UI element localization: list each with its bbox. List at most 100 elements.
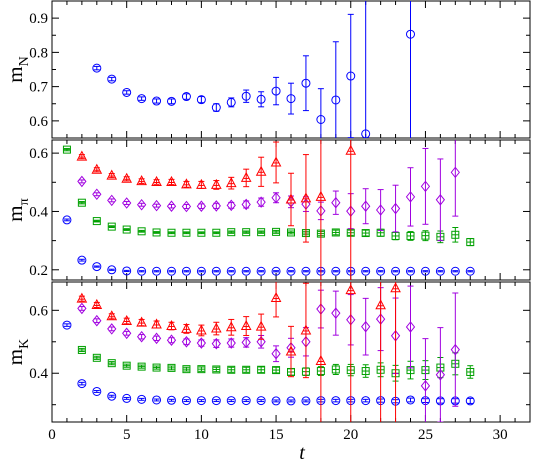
y-axis-label: mK — [3, 339, 32, 365]
x-tick-label: 0 — [48, 427, 56, 443]
data-point-triangle — [196, 178, 207, 189]
data-point-circle — [331, 266, 341, 276]
data-point-circle — [77, 255, 87, 265]
data-point-triangle — [166, 319, 177, 331]
data-point-diamond — [271, 347, 281, 360]
data-layer — [62, 282, 475, 422]
data-point-circle — [465, 396, 475, 406]
y-axis-label-main: m — [3, 349, 27, 365]
x-axis-label: t — [299, 442, 305, 460]
data-point-diamond — [241, 336, 251, 349]
y-axis-label-sub: K — [17, 339, 32, 349]
data-point-triangle — [255, 165, 267, 176]
data-point-triangle — [240, 319, 252, 331]
data-point-diamond — [196, 337, 207, 349]
x-tick-label: 5 — [123, 427, 131, 443]
data-point-triangle — [390, 282, 401, 293]
data-point-circle — [271, 396, 281, 406]
data-point-diamond — [450, 166, 460, 179]
data-point-triangle — [225, 321, 237, 332]
data-point-diamond — [122, 197, 132, 209]
data-point-circle — [211, 266, 221, 276]
panel-mpi: 0.2 0.4 0.6 mπ — [3, 139, 531, 281]
x-tick-label: 30 — [493, 427, 508, 443]
data-point-circle — [167, 395, 176, 405]
y-tick-label: 0.6 — [29, 146, 48, 162]
data-point-triangle — [270, 291, 282, 303]
data-point-circle — [331, 95, 341, 105]
series-blue-circle — [92, 1, 415, 138]
series-green-square — [62, 145, 475, 247]
data-point-triangle — [315, 354, 327, 365]
data-point-diamond — [211, 337, 221, 350]
data-point-diamond — [151, 199, 162, 212]
data-point-circle — [181, 92, 191, 102]
data-point-circle — [361, 396, 371, 406]
data-point-circle — [122, 87, 132, 97]
data-point-diamond — [405, 321, 416, 333]
data-point-diamond — [226, 337, 236, 349]
data-point-circle — [181, 396, 191, 406]
data-point-circle — [137, 266, 147, 276]
data-point-diamond — [226, 199, 236, 212]
x-tick-label: 25 — [418, 427, 433, 443]
data-point-triangle — [315, 190, 327, 201]
y-tick-label: 0.9 — [29, 11, 48, 27]
x-tick-label: 15 — [269, 427, 284, 443]
data-point-circle — [196, 266, 206, 276]
y-axis-label-main: m — [3, 66, 27, 82]
data-point-diamond — [435, 369, 446, 381]
data-point-circle — [62, 320, 72, 330]
data-point-circle — [122, 393, 132, 403]
data-point-circle — [256, 396, 266, 406]
data-point-triangle — [225, 177, 237, 188]
data-point-diamond — [241, 198, 251, 211]
data-point-circle — [301, 266, 311, 276]
data-point-circle — [256, 94, 266, 104]
data-point-circle — [92, 386, 102, 396]
data-point-diamond — [420, 380, 431, 392]
data-point-circle — [226, 97, 236, 107]
data-point-diamond — [107, 194, 117, 207]
y-axis-label-sub: π — [17, 198, 32, 205]
y-tick-label: 0.7 — [29, 80, 48, 96]
data-point-diamond — [136, 198, 147, 211]
data-point-circle — [167, 96, 176, 106]
data-point-triangle — [151, 175, 162, 186]
y-axis-label: mN — [3, 56, 32, 82]
data-point-circle — [420, 266, 430, 276]
data-point-circle — [286, 266, 296, 276]
data-point-diamond — [420, 180, 431, 193]
data-point-circle — [77, 379, 87, 389]
data-point-circle — [107, 391, 117, 401]
data-point-triangle — [240, 171, 252, 182]
data-point-triangle — [151, 318, 162, 329]
data-point-triangle — [210, 322, 222, 333]
data-point-diamond — [181, 335, 192, 348]
series-blue-circle — [62, 320, 475, 406]
data-point-diamond — [181, 200, 192, 213]
data-point-circle — [241, 91, 251, 101]
data-point-circle — [211, 396, 221, 406]
data-point-circle — [211, 103, 221, 113]
data-point-triangle — [300, 192, 312, 203]
data-point-circle — [107, 74, 117, 84]
data-point-circle — [391, 266, 401, 276]
data-point-diamond — [331, 307, 341, 319]
data-point-diamond — [136, 330, 147, 343]
data-point-circle — [152, 395, 162, 405]
data-point-circle — [286, 94, 296, 104]
x-tick-label: 20 — [343, 427, 358, 443]
data-point-triangle — [181, 178, 192, 189]
data-point-circle — [465, 266, 475, 276]
y-axis-label: mπ — [3, 198, 32, 221]
data-point-circle — [107, 265, 117, 275]
data-point-diamond — [166, 334, 177, 347]
data-point-diamond — [211, 200, 221, 212]
data-point-circle — [241, 266, 251, 276]
y-tick-label: 0.6 — [29, 114, 48, 130]
data-point-circle — [450, 266, 460, 276]
data-point-triangle — [345, 284, 357, 295]
data-point-circle — [331, 396, 341, 406]
